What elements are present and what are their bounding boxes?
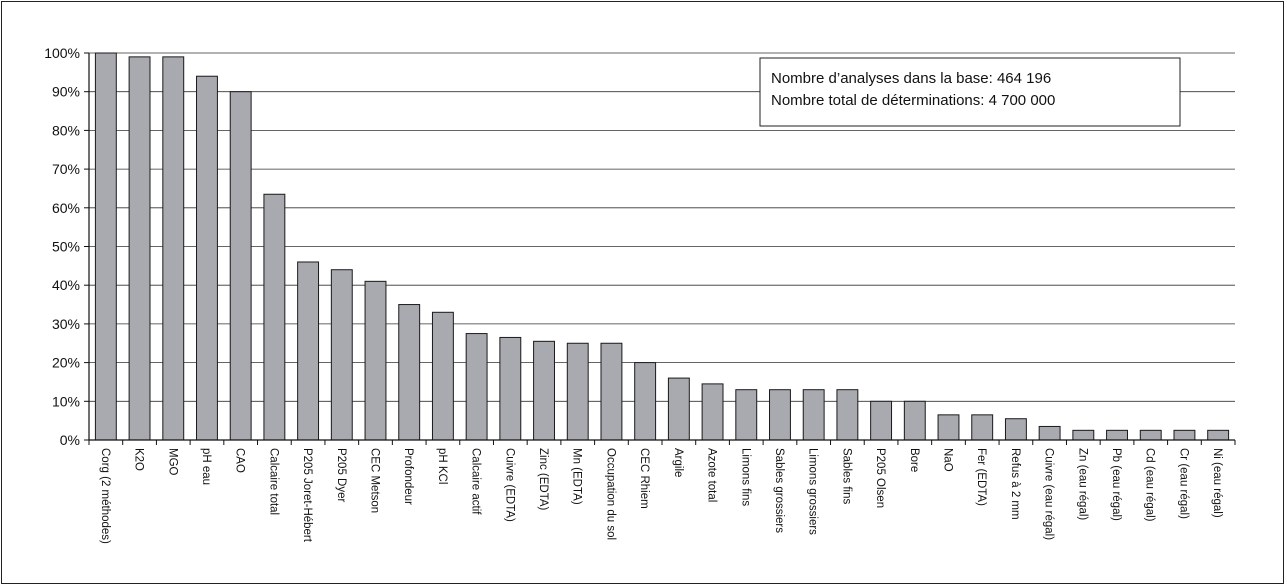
category-label: Ni (eau régal)	[1211, 448, 1223, 518]
bar	[701, 383, 724, 441]
category-label: Limons fins	[739, 448, 751, 506]
category-label: Cd (eau régal)	[1144, 448, 1156, 522]
category-label: Refus à 2 mm	[1009, 448, 1021, 520]
bar	[1139, 429, 1162, 441]
y-tick-label: 0%	[60, 432, 80, 448]
category-label: Pb (eau régal)	[1110, 448, 1122, 521]
bars	[94, 52, 1230, 441]
bar	[431, 311, 454, 441]
category-label: Sables fins	[840, 448, 852, 505]
category-label: Sables grossiers	[773, 448, 785, 533]
bar	[398, 304, 421, 441]
bar	[330, 269, 353, 441]
bar	[1072, 429, 1095, 441]
bar	[802, 389, 825, 441]
category-label: K2O	[133, 448, 145, 471]
category-label: P205 Olsen	[874, 448, 886, 508]
bar	[1106, 429, 1128, 441]
bar	[634, 362, 657, 441]
category-label: P205 Dyer	[335, 448, 347, 503]
bar	[162, 56, 185, 441]
bar	[263, 193, 286, 441]
category-label: Calcaire total	[267, 448, 279, 515]
category-label: Limons grossiers	[807, 448, 819, 535]
y-tick-label: 40%	[52, 277, 80, 293]
category-label: CEC Metson	[369, 448, 381, 513]
bar	[364, 280, 387, 441]
bar	[836, 389, 859, 441]
bar	[903, 400, 926, 441]
bar	[533, 340, 555, 441]
category-label: Bore	[908, 448, 920, 472]
y-tick-label: 60%	[52, 200, 80, 216]
category-label: Corg (2 méthodes)	[99, 448, 111, 544]
bar	[937, 414, 960, 441]
category-label: pH KCl	[436, 448, 448, 484]
bar	[667, 377, 690, 441]
category-label: Cuivre (eau régal)	[1043, 448, 1055, 540]
y-tick-label: 10%	[52, 393, 80, 409]
annotation-line-analyses: Nombre d’analyses dans la base: 464 196	[771, 70, 1051, 87]
bar	[499, 336, 522, 441]
bar	[566, 342, 589, 441]
category-label: Calcaire actif	[470, 448, 482, 515]
axes	[84, 52, 1236, 445]
bar	[1173, 429, 1196, 441]
bar	[196, 75, 218, 441]
y-tick-label: 100%	[44, 45, 80, 61]
bar	[128, 56, 151, 441]
bar	[971, 414, 994, 441]
bar	[1004, 418, 1027, 441]
category-label: CEC Rhiem	[638, 448, 650, 509]
category-label: Zn (eau régal)	[1076, 448, 1088, 520]
bar	[600, 342, 623, 441]
category-label: Argile	[672, 448, 684, 477]
category-label: Azote total	[706, 448, 718, 502]
category-label: P205 Joret-Hébert	[301, 448, 313, 543]
bar	[769, 389, 791, 441]
category-label: NaO	[942, 448, 954, 472]
bar	[870, 400, 893, 441]
bar	[297, 261, 320, 441]
y-tick-label: 90%	[52, 84, 80, 100]
category-label: Cuivre (EDTA)	[503, 448, 515, 522]
bar	[229, 91, 252, 441]
y-tick-label: 50%	[52, 239, 80, 255]
category-labels: Corg (2 méthodes) K2O MGO pH eau CAO Calcaire…	[99, 448, 1223, 544]
bar	[94, 52, 117, 441]
category-label: Fer (EDTA)	[975, 448, 987, 506]
bar	[1207, 429, 1230, 441]
category-label: Profondeur	[402, 448, 414, 505]
y-tick-labels: 0% 10% 20% 30% 40% 50% 60% 70% 80% 90% 100%	[44, 45, 80, 448]
bar	[735, 389, 758, 441]
category-label: Occupation du sol	[604, 448, 616, 540]
category-label: CAO	[234, 448, 246, 473]
category-label: MGO	[166, 448, 178, 476]
category-label: Cr (eau régal)	[1177, 448, 1189, 519]
bar	[465, 333, 488, 441]
category-label: Mn (EDTA)	[571, 448, 583, 505]
y-tick-label: 20%	[52, 355, 80, 371]
category-label: pH eau	[200, 448, 212, 485]
annotation-frame	[759, 57, 1181, 127]
annotation-box: Nombre d’analyses dans la base: 464 196 …	[759, 57, 1181, 127]
annotation-line-determinations: Nombre total de déterminations: 4 700 00…	[771, 92, 1055, 109]
y-tick-label: 80%	[52, 122, 80, 138]
y-tick-label: 70%	[52, 161, 80, 177]
category-label: Zinc (EDTA)	[537, 448, 549, 511]
bar	[1038, 425, 1061, 441]
y-tick-label: 30%	[52, 316, 80, 332]
